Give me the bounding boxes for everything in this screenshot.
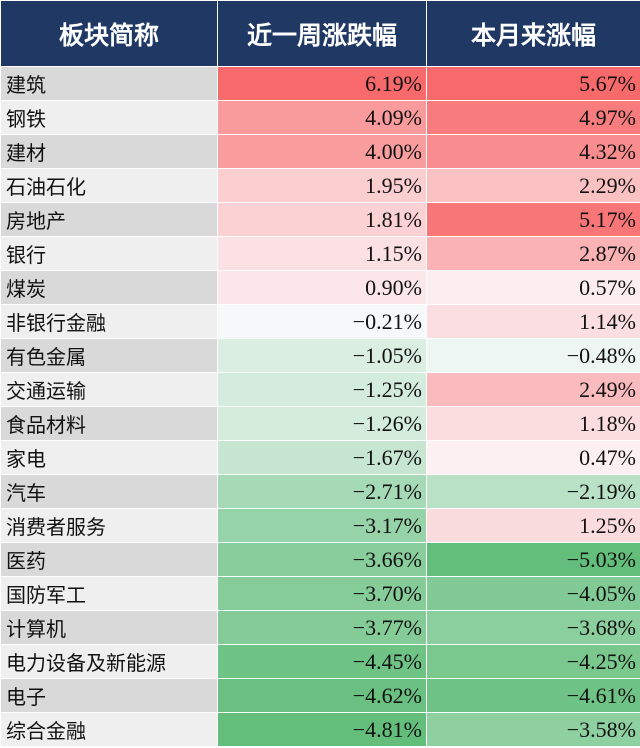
table-row: 医药 −3.66% −5.03%: [0, 542, 640, 577]
table-row: 钢铁 4.09% 4.97%: [0, 100, 640, 135]
sector-name-cell: 房地产: [0, 202, 218, 237]
month-change-cell: 2.87%: [426, 236, 640, 271]
table-row: 消费者服务 −3.17% 1.25%: [0, 508, 640, 543]
week-change-cell: −3.70%: [217, 576, 427, 611]
month-change-cell: −4.05%: [426, 576, 640, 611]
sector-name-cell: 建筑: [0, 66, 218, 101]
week-change-cell: 1.95%: [217, 168, 427, 203]
table-row: 房地产 1.81% 5.17%: [0, 202, 640, 237]
week-change-cell: −1.26%: [217, 406, 427, 441]
table-row: 食品材料 −1.26% 1.18%: [0, 406, 640, 441]
table-row: 煤炭 0.90% 0.57%: [0, 270, 640, 305]
week-change-cell: −4.45%: [217, 644, 427, 679]
month-change-cell: 5.67%: [426, 66, 640, 101]
sector-name-cell: 石油石化: [0, 168, 218, 203]
table-row: 电力设备及新能源 −4.45% −4.25%: [0, 644, 640, 679]
month-change-cell: 0.47%: [426, 440, 640, 475]
month-change-cell: 1.14%: [426, 304, 640, 339]
week-change-cell: −2.71%: [217, 474, 427, 509]
header-week-change: 近一周涨跌幅: [217, 0, 427, 67]
week-change-cell: −1.05%: [217, 338, 427, 373]
sector-name-cell: 有色金属: [0, 338, 218, 373]
sector-name-cell: 银行: [0, 236, 218, 271]
month-change-cell: −5.03%: [426, 542, 640, 577]
sector-name-cell: 非银行金融: [0, 304, 218, 339]
sector-name-cell: 综合金融: [0, 712, 218, 747]
week-change-cell: −1.25%: [217, 372, 427, 407]
table-row: 银行 1.15% 2.87%: [0, 236, 640, 271]
table-row: 国防军工 −3.70% −4.05%: [0, 576, 640, 611]
table-body: 建筑 6.19% 5.67% 钢铁 4.09% 4.97% 建材 4.00% 4.32% 石油石化…: [0, 66, 640, 747]
month-change-cell: 1.18%: [426, 406, 640, 441]
week-change-cell: −3.77%: [217, 610, 427, 645]
week-change-cell: −4.81%: [217, 712, 427, 747]
sector-name-cell: 电力设备及新能源: [0, 644, 218, 679]
table-row: 家电 −1.67% 0.47%: [0, 440, 640, 475]
month-change-cell: −3.58%: [426, 712, 640, 747]
table-row: 交通运输 −1.25% 2.49%: [0, 372, 640, 407]
table-row: 建材 4.00% 4.32%: [0, 134, 640, 169]
month-change-cell: −4.25%: [426, 644, 640, 679]
month-change-cell: 1.25%: [426, 508, 640, 543]
sector-name-cell: 家电: [0, 440, 218, 475]
header-month-change: 本月来涨幅: [426, 0, 640, 67]
table-row: 计算机 −3.77% −3.68%: [0, 610, 640, 645]
sector-name-cell: 国防军工: [0, 576, 218, 611]
week-change-cell: 1.81%: [217, 202, 427, 237]
sector-name-cell: 计算机: [0, 610, 218, 645]
table-row: 综合金融 −4.81% −3.58%: [0, 712, 640, 747]
week-change-cell: 1.15%: [217, 236, 427, 271]
month-change-cell: 4.32%: [426, 134, 640, 169]
month-change-cell: 5.17%: [426, 202, 640, 237]
sector-name-cell: 煤炭: [0, 270, 218, 305]
month-change-cell: 4.97%: [426, 100, 640, 135]
month-change-cell: 2.49%: [426, 372, 640, 407]
table-row: 石油石化 1.95% 2.29%: [0, 168, 640, 203]
week-change-cell: 0.90%: [217, 270, 427, 305]
week-change-cell: −3.66%: [217, 542, 427, 577]
month-change-cell: −3.68%: [426, 610, 640, 645]
week-change-cell: −4.62%: [217, 678, 427, 713]
week-change-cell: 6.19%: [217, 66, 427, 101]
table-row: 电子 −4.62% −4.61%: [0, 678, 640, 713]
header-sector: 板块简称: [0, 0, 218, 67]
month-change-cell: 2.29%: [426, 168, 640, 203]
sector-name-cell: 消费者服务: [0, 508, 218, 543]
week-change-cell: −0.21%: [217, 304, 427, 339]
month-change-cell: 0.57%: [426, 270, 640, 305]
week-change-cell: 4.09%: [217, 100, 427, 135]
sector-name-cell: 食品材料: [0, 406, 218, 441]
sector-name-cell: 建材: [0, 134, 218, 169]
sector-name-cell: 汽车: [0, 474, 218, 509]
header-row: 板块简称 近一周涨跌幅 本月来涨幅: [0, 0, 640, 67]
table-row: 有色金属 −1.05% −0.48%: [0, 338, 640, 373]
month-change-cell: −2.19%: [426, 474, 640, 509]
table-row: 建筑 6.19% 5.67%: [0, 66, 640, 101]
sector-name-cell: 钢铁: [0, 100, 218, 135]
table-row: 非银行金融 −0.21% 1.14%: [0, 304, 640, 339]
sector-name-cell: 交通运输: [0, 372, 218, 407]
week-change-cell: 4.00%: [217, 134, 427, 169]
month-change-cell: −0.48%: [426, 338, 640, 373]
week-change-cell: −1.67%: [217, 440, 427, 475]
table-row: 汽车 −2.71% −2.19%: [0, 474, 640, 509]
sector-name-cell: 医药: [0, 542, 218, 577]
sector-name-cell: 电子: [0, 678, 218, 713]
month-change-cell: −4.61%: [426, 678, 640, 713]
week-change-cell: −3.17%: [217, 508, 427, 543]
